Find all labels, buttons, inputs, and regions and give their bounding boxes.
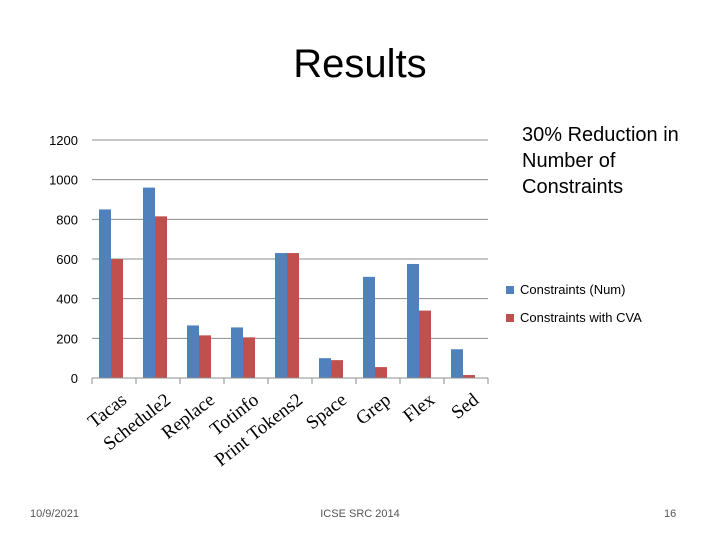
bar-constraints-num — [187, 325, 199, 378]
y-tick-label: 400 — [56, 292, 78, 307]
bar-constraints-num — [231, 327, 243, 378]
bar-constraints-num — [319, 358, 331, 378]
bar-constraints-cva — [199, 335, 211, 378]
x-tick-label: Grep — [352, 389, 395, 429]
bar-constraints-num — [275, 253, 287, 378]
slide-title: Results — [293, 42, 427, 86]
y-axis-ticks: 0 200 400 600 800 1000 1200 — [49, 133, 78, 386]
bar-constraints-cva — [111, 259, 123, 378]
bar-constraints-cva — [463, 375, 475, 378]
reduction-annotation: 30% Reduction in Number of Constraints — [522, 124, 679, 198]
footer-conference: ICSE SRC 2014 — [320, 508, 400, 520]
bar-constraints-cva — [331, 360, 343, 378]
legend-label: Constraints with CVA — [520, 310, 642, 325]
legend-swatch — [506, 314, 514, 322]
y-tick-label: 0 — [71, 371, 78, 386]
bar-constraints-num — [363, 276, 375, 378]
x-tick-label: Space — [302, 389, 351, 433]
y-tick-label: 200 — [56, 331, 78, 346]
bars — [99, 187, 475, 378]
footer-date: 10/9/2021 — [30, 508, 79, 520]
bar-constraints-cva — [375, 367, 387, 378]
y-tick-label: 600 — [56, 252, 78, 267]
bar-constraints-cva — [155, 216, 167, 378]
x-tick-label: Sed — [448, 389, 484, 423]
legend: Constraints (Num) Constraints with CVA — [506, 282, 642, 325]
bar-constraints-cva — [243, 337, 255, 378]
bar-constraints-num — [407, 263, 419, 378]
bar-constraints-num — [99, 209, 111, 378]
y-tick-label: 800 — [56, 212, 78, 227]
bar-constraints-num — [143, 187, 155, 378]
bar-constraints-num — [451, 349, 463, 378]
bar-constraints-cva — [419, 310, 431, 378]
legend-label: Constraints (Num) — [520, 282, 625, 297]
page-number: 16 — [664, 508, 677, 520]
x-tick-label: Flex — [399, 389, 439, 427]
bar-constraints-cva — [287, 253, 299, 378]
legend-swatch — [506, 286, 514, 294]
y-tick-label: 1000 — [49, 173, 78, 188]
y-tick-label: 1200 — [49, 133, 78, 148]
